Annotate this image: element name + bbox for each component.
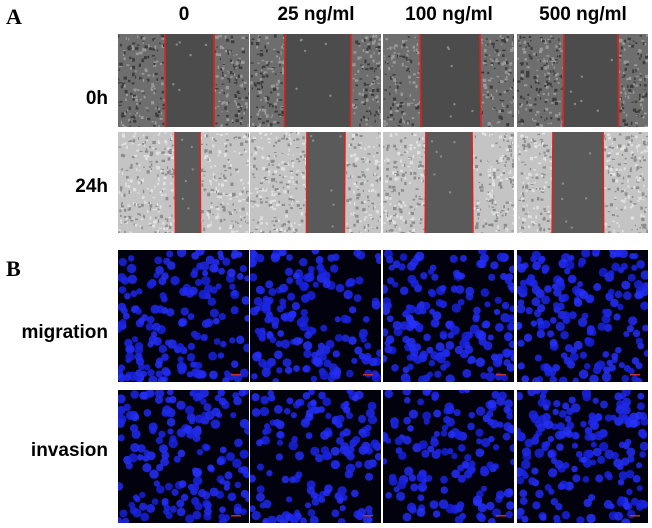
scratch-image-24h-3	[517, 132, 648, 233]
column-label-25: 25 ng/ml	[277, 4, 355, 25]
scratch-image-24h-1	[250, 132, 381, 233]
fluorescence-image-invasion-1	[250, 390, 381, 523]
row-label-migration: migration	[21, 322, 108, 343]
scratch-image-24h-2	[383, 132, 514, 233]
fluorescence-image-migration-3	[517, 250, 648, 382]
fluorescence-image-invasion-2	[383, 390, 514, 523]
fluorescence-image-migration-1	[250, 250, 381, 382]
row-label-invasion: invasion	[30, 440, 108, 461]
column-label-100: 100 ng/ml	[405, 4, 493, 25]
scratch-image-0h-0	[118, 34, 249, 127]
row-label-0h: 0h	[85, 88, 108, 109]
scratch-image-0h-3	[517, 34, 648, 127]
column-label-0: 0	[178, 4, 190, 25]
fluorescence-image-migration-2	[383, 250, 514, 382]
fluorescence-image-invasion-3	[517, 390, 648, 523]
row-label-24h: 24h	[75, 176, 108, 197]
column-label-500: 500 ng/ml	[539, 4, 627, 25]
scratch-image-0h-1	[250, 34, 381, 127]
fluorescence-image-migration-0	[118, 250, 249, 382]
scratch-image-24h-0	[118, 132, 249, 233]
scratch-image-0h-2	[383, 34, 514, 127]
fluorescence-image-invasion-0	[118, 390, 249, 523]
panel-b-letter: B	[6, 256, 21, 281]
panel-a-letter: A	[6, 4, 22, 29]
